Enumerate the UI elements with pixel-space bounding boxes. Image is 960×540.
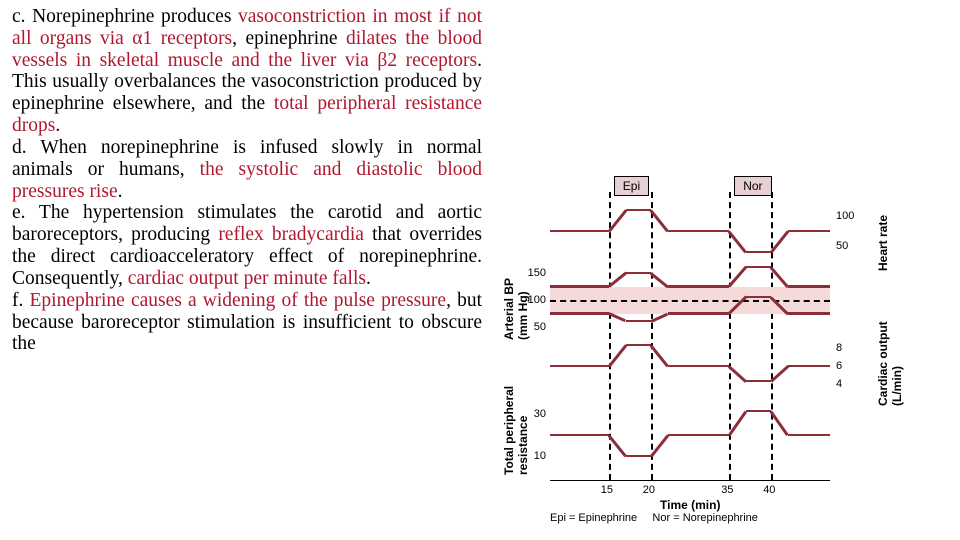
plot-area <box>550 180 830 480</box>
trace-segment <box>626 272 651 275</box>
trace-segment <box>746 251 771 254</box>
y-axis-label-arterial-bp: Arterial BP(mm Hg) <box>502 278 530 340</box>
text-column: c. Norepinephrine produces vasoconstrict… <box>0 0 490 540</box>
infusion-dash <box>651 192 653 480</box>
badge-epi: Epi <box>614 176 649 196</box>
text-run: . <box>366 268 371 289</box>
trace-segment <box>788 434 830 437</box>
trace-segment <box>668 285 730 288</box>
trace-segment <box>550 312 609 315</box>
y-tick: 100 <box>836 210 854 222</box>
highlight: cardiac output per minute falls <box>128 268 366 289</box>
x-axis-label: Time (min) <box>660 498 720 512</box>
y-tick: 8 <box>836 342 842 354</box>
trace-segment <box>626 344 651 347</box>
x-tick: 40 <box>763 484 775 496</box>
paragraph-d: d. When norepinephrine is infused slowly… <box>12 137 482 202</box>
paragraph-c: c. Norepinephrine produces vasoconstrict… <box>12 6 482 137</box>
text-run: c. Norepinephrine produces <box>12 6 238 27</box>
trace-segment <box>650 312 668 322</box>
x-axis <box>550 480 830 481</box>
badge-nor: Nor <box>734 176 771 196</box>
trace-segment <box>626 209 651 212</box>
y-axis-label-cardiac-output: Cardiac output(L/min) <box>876 321 904 406</box>
x-tick: 20 <box>643 484 655 496</box>
trace-segment <box>626 320 651 323</box>
trace-segment <box>746 410 771 413</box>
y-axis-label-tpr: Total peripheralresistance <box>502 386 530 475</box>
trace-segment <box>668 230 730 233</box>
infusion-dash <box>771 192 773 480</box>
trace-segment <box>788 312 830 315</box>
y-tick: 50 <box>836 240 848 252</box>
mean-bp-dash <box>550 300 830 302</box>
chart: 1005015010050864301015203540 Heart rateA… <box>490 180 940 520</box>
text-run: . <box>118 181 123 202</box>
trace-segment <box>668 434 730 437</box>
trace-segment <box>550 365 609 368</box>
text-run: . <box>55 115 60 136</box>
trace-segment <box>608 312 626 322</box>
paragraph-f: f. Epinephrine causes a widening of the … <box>12 290 482 355</box>
trace-segment <box>746 266 771 269</box>
trace-segment <box>626 455 651 458</box>
trace-segment <box>746 296 771 299</box>
text-run: f. <box>12 290 30 311</box>
trace-segment <box>550 434 609 437</box>
text-run: , epinephrine <box>232 28 346 49</box>
legend: Epi = Epinephrine Nor = Norepinephrine <box>550 512 830 524</box>
highlight: reflex bradycardia <box>218 224 364 245</box>
highlight: Epinephrine causes a widening of the pul… <box>30 290 447 311</box>
y-tick: 6 <box>836 360 842 372</box>
trace-segment <box>550 230 609 233</box>
y-tick: 4 <box>836 378 842 390</box>
chart-column: 1005015010050864301015203540 Heart rateA… <box>490 0 960 540</box>
trace-segment <box>668 312 730 315</box>
trace-segment <box>788 285 830 288</box>
trace-segment <box>788 365 830 368</box>
x-tick: 15 <box>601 484 613 496</box>
y-axis-label-heart-rate: Heart rate <box>876 215 890 271</box>
trace-segment <box>788 230 830 233</box>
trace-segment <box>746 380 771 383</box>
paragraph-e: e. The hypertension stimulates the carot… <box>12 202 482 289</box>
x-tick: 35 <box>721 484 733 496</box>
trace-segment <box>668 365 730 368</box>
trace-segment <box>550 285 609 288</box>
